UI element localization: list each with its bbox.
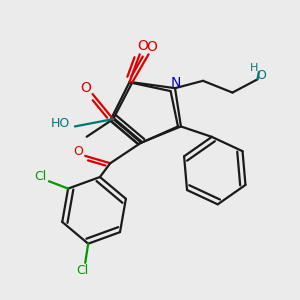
Text: Cl: Cl xyxy=(34,170,46,183)
Text: O: O xyxy=(137,39,148,53)
Text: Cl: Cl xyxy=(76,264,88,277)
Text: O: O xyxy=(80,81,91,95)
Text: O: O xyxy=(73,145,83,158)
Text: O: O xyxy=(256,69,266,82)
Text: N: N xyxy=(170,76,181,90)
Text: H: H xyxy=(250,63,259,73)
Text: HO: HO xyxy=(51,117,70,130)
Text: O: O xyxy=(147,40,158,54)
